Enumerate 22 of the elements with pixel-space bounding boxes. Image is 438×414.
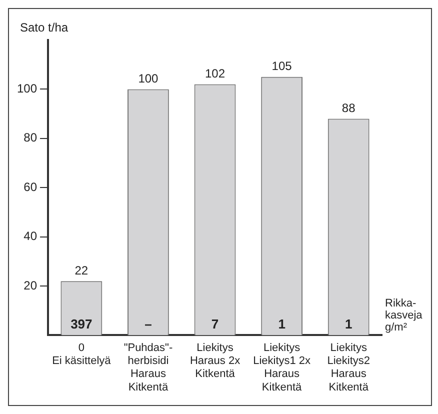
y-tick-label: 80	[24, 130, 38, 145]
y-axis-title: Sato t/ha	[20, 20, 68, 34]
x-tick-label: 0 Ei käsittelyä	[52, 342, 112, 368]
annotation: 1	[344, 316, 352, 332]
x-tick-label: Liekitys Haraus 2x Kitkentä	[190, 342, 241, 380]
y-tick-label: 100	[16, 82, 38, 96]
y-tick-label: 20	[24, 278, 38, 292]
data-label: 88	[342, 101, 356, 116]
x-tick-label: "Puhdas"- herbisidi Haraus Kitkentä	[124, 342, 173, 394]
annotation: 1	[278, 316, 286, 332]
data-label: 100	[138, 72, 159, 86]
text: Rikka- kasveja g/m²	[385, 298, 424, 334]
annotation: 397	[70, 316, 92, 332]
y-tick-label: 60	[24, 180, 38, 194]
x-tick-label: Liekitys Liekitys2 Haraus Kitkentä	[327, 342, 370, 394]
data-label: 105	[272, 59, 292, 74]
x-tick-label: Liekitys Liekitys1 2x Haraus Kitkentä	[253, 342, 312, 394]
y-tick-label: 40	[24, 229, 38, 244]
data-label: 22	[74, 263, 88, 278]
annotation: –	[144, 316, 152, 332]
data-label: 102	[204, 66, 226, 81]
annotation: 7	[211, 316, 219, 332]
